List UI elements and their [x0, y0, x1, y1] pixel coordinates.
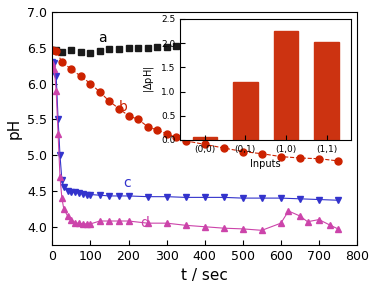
Text: c: c [123, 176, 130, 190]
Text: a: a [98, 31, 107, 45]
Text: b: b [119, 100, 128, 114]
Text: d: d [140, 216, 149, 230]
X-axis label: t / sec: t / sec [181, 268, 228, 283]
Y-axis label: pH: pH [7, 118, 22, 139]
